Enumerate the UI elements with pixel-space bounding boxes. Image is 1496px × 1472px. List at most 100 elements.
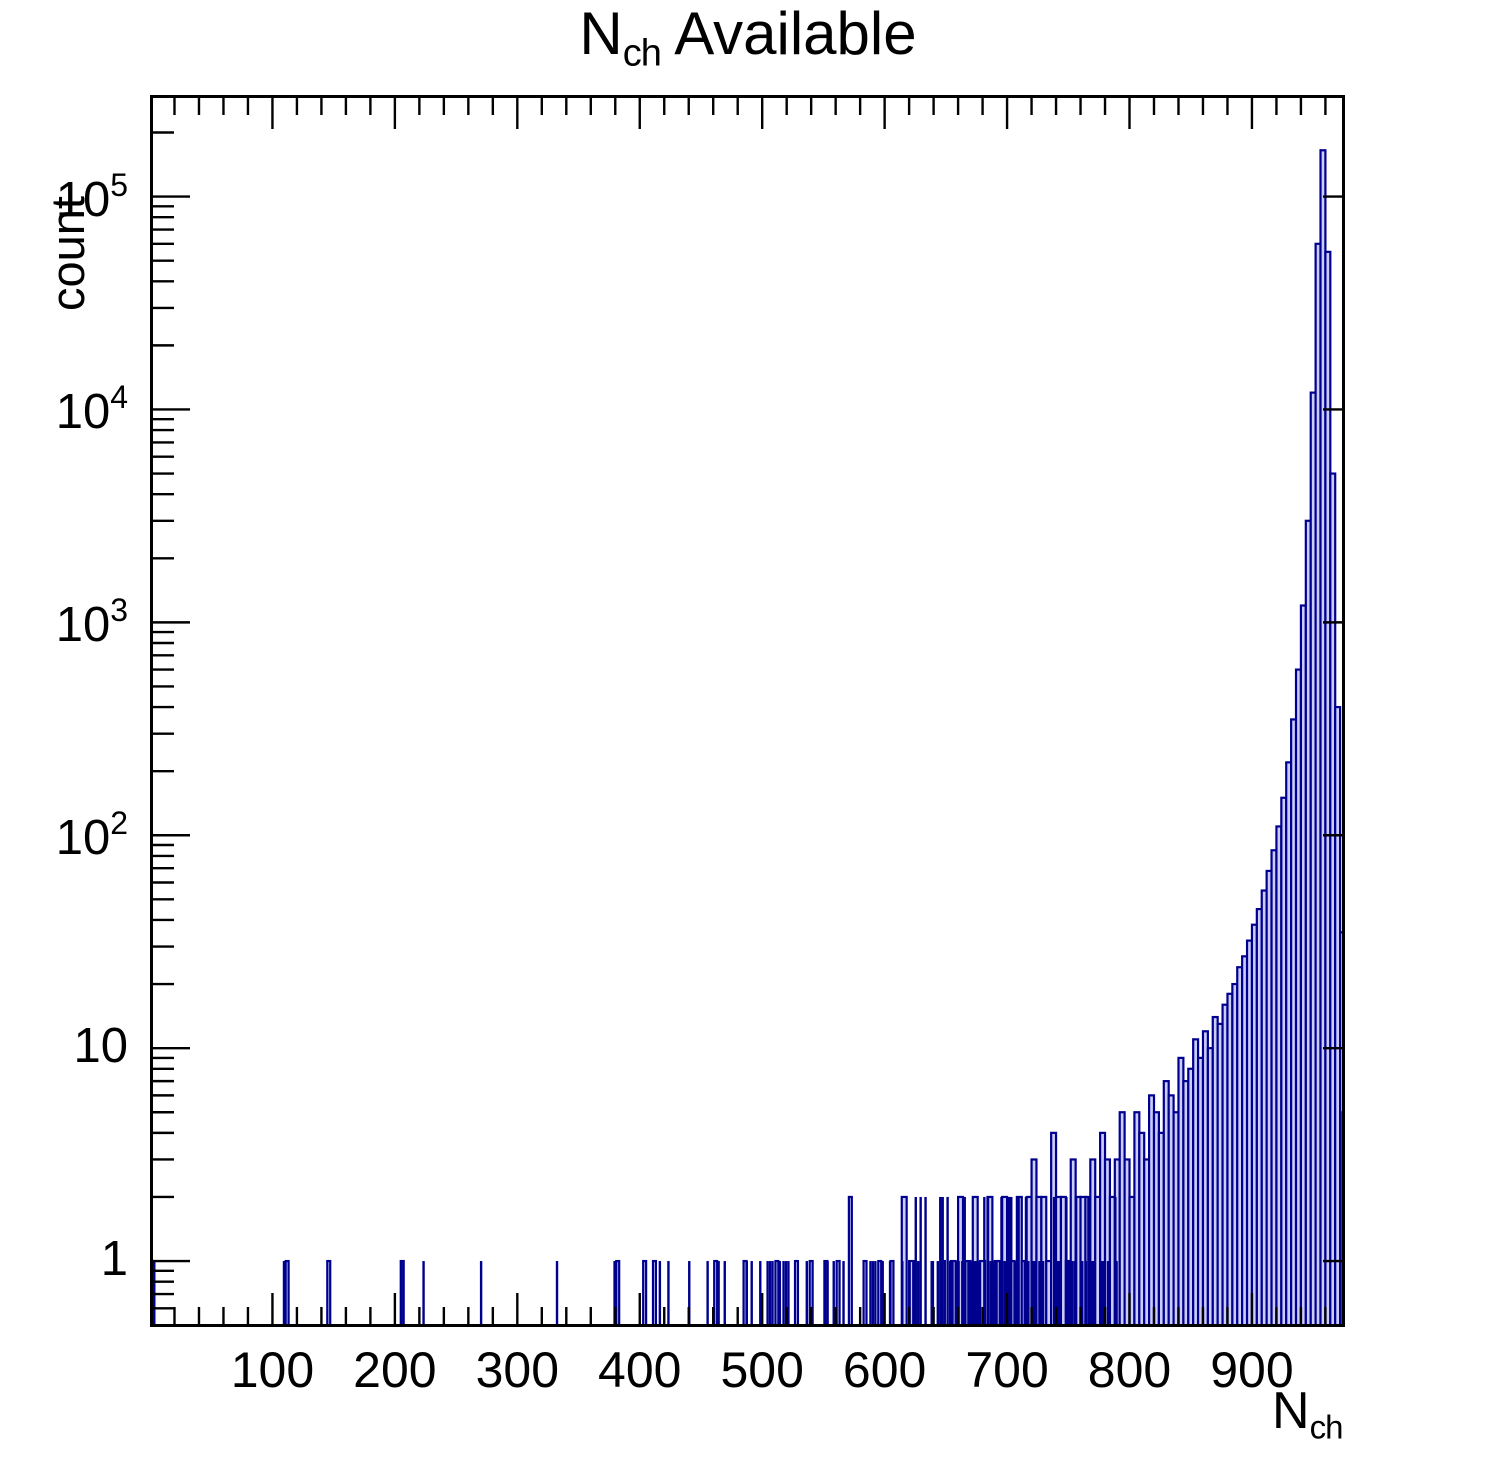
x-axis-tick-label: 800 xyxy=(1087,1342,1172,1398)
axis-ticks xyxy=(152,97,1343,1325)
histogram-bin xyxy=(974,1261,977,1327)
histogram-bin xyxy=(658,1261,662,1327)
histogram-bin xyxy=(977,1261,980,1327)
histogram-bin xyxy=(1010,1196,1013,1327)
histogram-bin xyxy=(917,1261,920,1327)
histogram-bin xyxy=(967,1261,970,1327)
histogram-bin xyxy=(823,1261,827,1327)
histogram-bin xyxy=(1041,1261,1045,1327)
y-tick-exponent: 4 xyxy=(110,379,128,416)
histogram-bin xyxy=(1084,1261,1088,1327)
y-axis-tick-label: 1 xyxy=(8,1231,128,1287)
histogram-bin xyxy=(1065,1196,1068,1327)
histogram-bin xyxy=(642,1259,648,1327)
histogram-bin xyxy=(978,1261,981,1327)
histogram-bin xyxy=(847,1195,853,1327)
y-tick-base: 10 xyxy=(55,385,111,440)
histogram-bin xyxy=(951,1261,954,1327)
y-axis-tick-label: 105 xyxy=(8,167,128,228)
y-tick-base: 10 xyxy=(55,172,111,227)
y-tick-exponent: 2 xyxy=(110,805,128,842)
histogram-bin xyxy=(956,1261,959,1327)
histogram-series xyxy=(150,149,1345,1327)
x-axis-tick-label: 200 xyxy=(353,1342,437,1398)
histogram-bin xyxy=(615,1259,621,1327)
histogram-bin xyxy=(805,1261,808,1327)
y-axis-tick-label: 10 xyxy=(8,1018,128,1074)
histogram-bin xyxy=(1093,1261,1096,1327)
histogram-bin xyxy=(782,1261,785,1327)
histogram-bin xyxy=(1087,1196,1090,1327)
histogram-bin xyxy=(992,1261,996,1327)
y-tick-base: 10 xyxy=(55,598,111,653)
histogram-bin xyxy=(1101,1261,1105,1327)
histogram-bin xyxy=(326,1259,332,1327)
y-tick-base: 10 xyxy=(73,1019,128,1074)
histogram-bin xyxy=(962,1261,965,1327)
chart-title-subscript: ch xyxy=(622,32,662,75)
histogram-bin xyxy=(939,1196,942,1327)
histogram-bin xyxy=(948,1261,952,1327)
histogram-bin xyxy=(919,1196,922,1327)
histogram-bin xyxy=(808,1259,814,1327)
x-axis-tick-label: 500 xyxy=(720,1342,804,1398)
histogram-bin xyxy=(422,1261,425,1327)
histogram-bin xyxy=(284,1259,290,1327)
histogram-bin xyxy=(832,1261,835,1327)
histogram-bin xyxy=(871,1261,875,1327)
histogram-bin xyxy=(931,1261,935,1327)
histogram-bin xyxy=(983,1196,986,1327)
histogram-bin xyxy=(874,1261,877,1327)
histogram-bin xyxy=(1066,1261,1069,1327)
histogram-bin xyxy=(706,1261,709,1327)
histogram-bin xyxy=(986,1196,990,1327)
histogram-bin xyxy=(1003,1261,1007,1327)
histogram-bin xyxy=(1056,1261,1059,1327)
histogram-bin xyxy=(750,1261,753,1327)
histogram-bin xyxy=(1027,1261,1030,1327)
chart-title: Nch Available xyxy=(0,4,1496,75)
x-axis-title-main: N xyxy=(1272,1382,1310,1440)
chart-title-rest: Available xyxy=(660,0,917,67)
histogram-bin xyxy=(908,1261,911,1327)
histogram-bin xyxy=(862,1259,868,1327)
histogram-bin xyxy=(479,1261,483,1327)
histogram-bin xyxy=(930,1261,933,1327)
histogram-bin xyxy=(793,1259,800,1327)
histogram-bin xyxy=(713,1259,719,1327)
histogram-bin xyxy=(995,1261,998,1327)
histogram-bin xyxy=(717,1261,720,1327)
histogram-bin xyxy=(1055,1261,1058,1327)
histogram-bin xyxy=(1090,1261,1094,1327)
x-axis-title-subscript: ch xyxy=(1309,1408,1344,1446)
x-axis-tick-label: 300 xyxy=(475,1342,560,1398)
histogram-bin xyxy=(1000,1196,1003,1327)
histogram-bin xyxy=(1007,1196,1011,1327)
histogram-bin xyxy=(941,1196,944,1327)
histogram-bin xyxy=(768,1261,772,1327)
histogram-bin xyxy=(842,1261,845,1327)
histogram-bin xyxy=(973,1261,976,1327)
histogram-bin xyxy=(1014,1261,1018,1327)
histogram-bin xyxy=(1059,1261,1062,1327)
histogram-bin xyxy=(914,1196,917,1327)
histogram-bin xyxy=(1115,1261,1118,1327)
histogram-bin xyxy=(1099,1261,1102,1327)
histogram-bin xyxy=(613,1261,616,1327)
x-axis-tick-label: 600 xyxy=(842,1342,927,1398)
histogram-bin xyxy=(826,1261,829,1327)
x-axis-tick-label: 700 xyxy=(965,1342,1049,1398)
x-axis-tick-label: 400 xyxy=(598,1342,682,1398)
histogram-bin xyxy=(1024,1196,1028,1327)
histogram-bin xyxy=(1081,1261,1084,1327)
histogram-bin xyxy=(936,1261,940,1327)
histogram-bin xyxy=(1032,1261,1035,1327)
histogram-bin xyxy=(774,1259,780,1327)
histogram-bin xyxy=(877,1259,883,1327)
histogram-bin xyxy=(1070,1261,1073,1327)
histogram-bin xyxy=(1073,1261,1077,1327)
histogram-bin xyxy=(881,1261,884,1327)
histogram-bin xyxy=(1008,1196,1012,1327)
histogram-bin xyxy=(963,1196,966,1327)
